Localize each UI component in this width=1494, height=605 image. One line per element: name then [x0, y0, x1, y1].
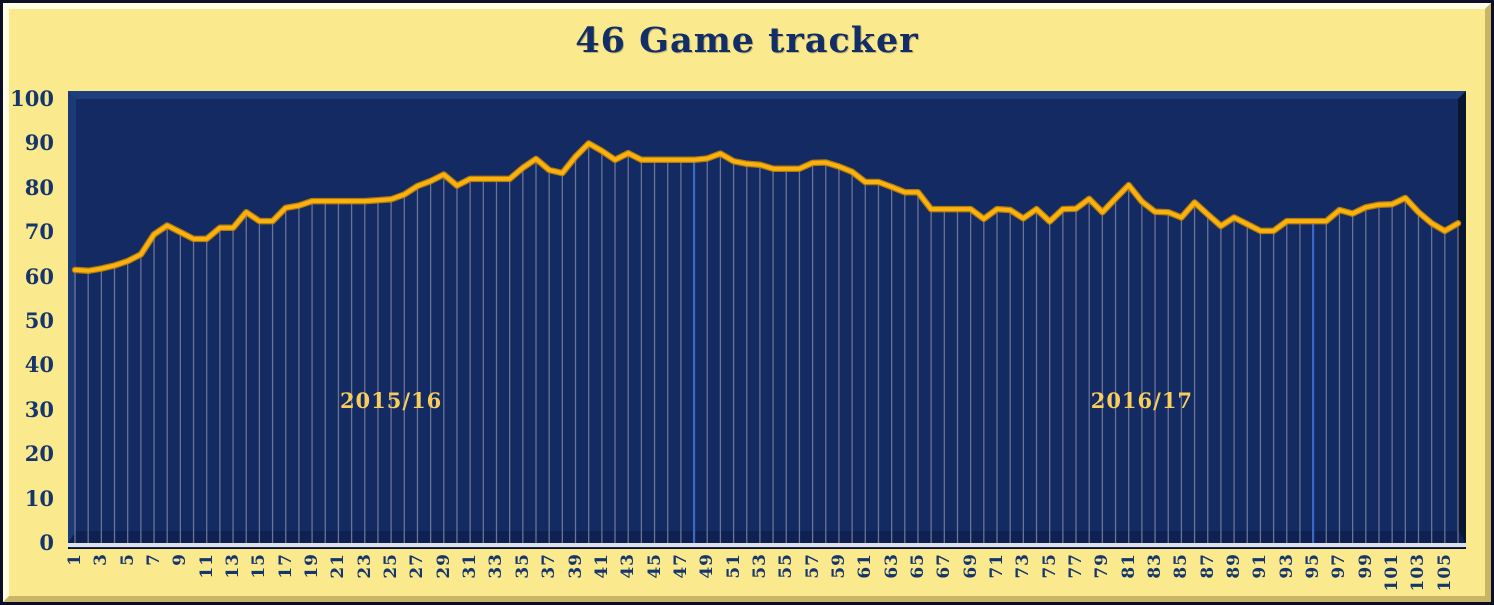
- tracker-line: [73, 141, 1460, 273]
- plot-bevel-bottom: [68, 531, 1466, 543]
- x-axis-tick-label: 51: [723, 553, 744, 579]
- x-axis-tick-label: 81: [1118, 553, 1139, 579]
- x-axis-tick-label: 43: [618, 553, 639, 579]
- season-label-2015-16: 2015/16: [340, 388, 442, 413]
- y-axis-tick-label: 10: [24, 485, 54, 511]
- y-axis-tick-label: 70: [24, 219, 54, 245]
- x-axis-tick-label: 5: [117, 553, 138, 566]
- x-axis-tick-label: 23: [354, 553, 375, 579]
- y-axis-tick-label: 60: [24, 263, 54, 289]
- x-axis-tick-label: 67: [934, 553, 955, 579]
- x-axis-tick-label: 75: [1039, 553, 1060, 579]
- x-axis-tick-label: 85: [1171, 553, 1192, 579]
- x-axis-tick-label: 105: [1434, 553, 1455, 592]
- plot-bottom-highlight: [68, 543, 1466, 547]
- x-axis-tick-label: 27: [407, 553, 428, 579]
- x-axis-tick-label: 53: [749, 553, 770, 579]
- x-axis-tick-label: 17: [275, 553, 296, 579]
- x-axis-tick-label: 77: [1066, 553, 1087, 579]
- y-axis-tick-label: 30: [24, 396, 54, 422]
- y-axis-tick-label: 80: [24, 174, 54, 200]
- x-axis-tick-label: 47: [670, 553, 691, 579]
- x-axis-tick-label: 9: [170, 553, 191, 566]
- x-axis-tick-label: 41: [591, 553, 612, 579]
- y-axis-tick-label: 40: [24, 352, 54, 378]
- x-axis-tick-label: 73: [1013, 553, 1034, 579]
- y-axis-tick-label: 90: [24, 130, 54, 156]
- x-axis-tick-label: 95: [1303, 553, 1324, 579]
- x-axis-tick-label: 93: [1276, 553, 1297, 579]
- plot-svg: 2015/16 2016/17: [67, 90, 1467, 550]
- x-axis-tick-label: 33: [486, 553, 507, 579]
- x-axis-tick-label: 61: [855, 553, 876, 579]
- plot-background: [67, 90, 1467, 550]
- x-axis-tick-label: 45: [644, 553, 665, 579]
- plot-bevel-left: [68, 91, 76, 543]
- plot-bevel-right: [1458, 91, 1466, 543]
- x-axis-tick-label: 11: [196, 553, 217, 579]
- plot-area: 2015/16 2016/17: [67, 90, 1467, 550]
- x-axis-tick-label: 29: [433, 553, 454, 579]
- x-axis-tick-label: 37: [539, 553, 560, 579]
- x-axis-tick-label: 35: [512, 553, 533, 579]
- x-axis-tick-label: 25: [381, 553, 402, 579]
- x-axis-tick-label: 69: [960, 553, 981, 579]
- x-axis-tick-label: 15: [249, 553, 270, 579]
- x-axis-tick-label: 13: [223, 553, 244, 579]
- season-label-2016-17: 2016/17: [1091, 388, 1193, 413]
- y-axis-tick-label: 50: [24, 308, 54, 333]
- x-axis-tick-label: 3: [91, 553, 112, 566]
- y-axis-tick-label: 100: [10, 86, 54, 111]
- x-axis-tick-label: 87: [1197, 553, 1218, 579]
- x-axis-tick-label: 83: [1145, 553, 1166, 579]
- x-axis-tick-label: 7: [144, 553, 165, 566]
- x-axis-tick-label: 103: [1408, 553, 1429, 592]
- plot-bevel-top: [68, 91, 1466, 99]
- x-axis-tick-label: 91: [1250, 553, 1271, 579]
- x-axis-tick-label: 59: [828, 553, 849, 579]
- x-axis-tick-label: 79: [1092, 553, 1113, 579]
- y-axis-tick-label: 0: [39, 530, 54, 555]
- x-axis-tick-label: 39: [565, 553, 586, 579]
- x-axis-tick-label: 101: [1382, 553, 1403, 592]
- x-axis-tick-label: 55: [776, 553, 797, 579]
- x-axis-tick-label: 57: [802, 553, 823, 579]
- x-axis-tick-label: 99: [1355, 553, 1376, 579]
- x-axis-tick-label: 31: [460, 553, 481, 579]
- x-axis-tick-label: 89: [1224, 553, 1245, 579]
- x-axis-tick-label: 19: [302, 553, 323, 579]
- x-axis-tick-label: 21: [328, 553, 349, 579]
- x-axis-tick-label: 1: [65, 553, 85, 566]
- x-axis-tick-label: 49: [697, 553, 718, 579]
- x-axis-tick-label: 65: [907, 553, 928, 579]
- x-axis-tick-label: 97: [1329, 553, 1350, 579]
- x-axis-tick-label: 63: [881, 553, 902, 579]
- chart-title: 46 Game tracker: [575, 20, 919, 61]
- x-axis-tick-label: 71: [987, 553, 1007, 579]
- y-axis-tick-label: 20: [24, 441, 54, 467]
